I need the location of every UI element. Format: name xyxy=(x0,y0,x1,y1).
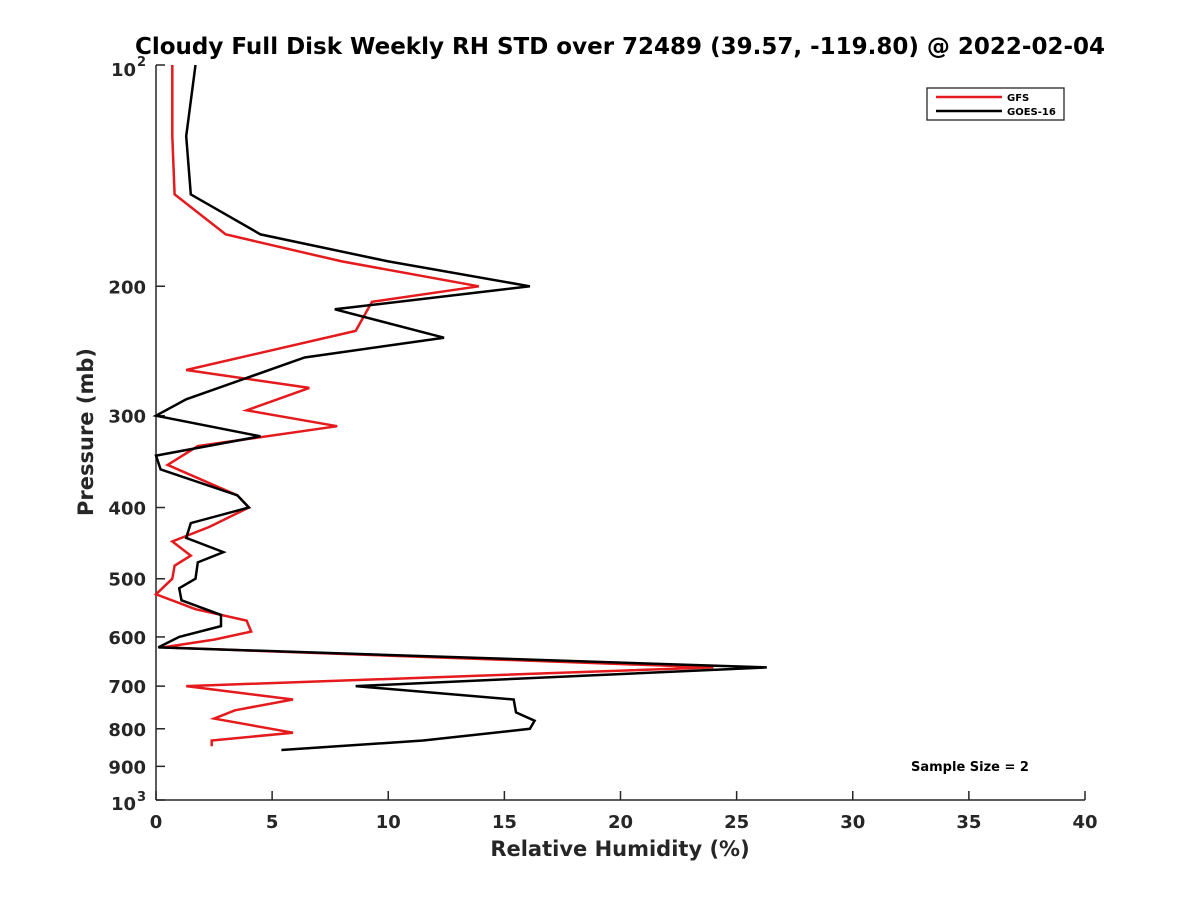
y-tick-label: 200 xyxy=(108,277,146,298)
series-line-gfs xyxy=(153,65,714,747)
y-tick-label: 500 xyxy=(108,570,146,591)
y-bottom-base: 10 xyxy=(111,794,136,815)
x-tick-label: 5 xyxy=(266,812,279,833)
y-top-base: 10 xyxy=(111,60,136,81)
y-tick-label: 400 xyxy=(108,499,146,520)
y-ticks: 200 300 400 500 600 700 800 900 xyxy=(108,64,165,801)
legend: GFS GOES-16 xyxy=(926,87,1065,121)
chart-title: Cloudy Full Disk Weekly RH STD over 7248… xyxy=(135,34,1105,60)
x-tick-label: 25 xyxy=(724,812,749,833)
x-tick-label: 0 xyxy=(150,812,163,833)
x-tick-label: 30 xyxy=(840,812,865,833)
x-axis-label: Relative Humidity (%) xyxy=(490,837,749,861)
x-ticks: 0 5 10 15 20 25 30 35 40 xyxy=(150,791,1098,833)
y-tick-label: 300 xyxy=(108,407,146,428)
x-tick-label: 15 xyxy=(492,812,517,833)
legend-label-gfs: GFS xyxy=(1007,93,1029,104)
x-tick-label: 35 xyxy=(956,812,981,833)
series-line-goes16 xyxy=(152,64,767,752)
y-tick-label-bottom: 10 3 xyxy=(111,790,146,815)
x-tick-label: 10 xyxy=(376,812,401,833)
y-tick-label-top: 10 2 xyxy=(111,55,146,81)
y-axis-label: Pressure (mb) xyxy=(74,348,98,516)
x-tick-label: 20 xyxy=(608,812,633,833)
y-tick-label: 600 xyxy=(108,628,146,649)
legend-box xyxy=(926,87,1065,121)
sample-size-annotation: Sample Size = 2 xyxy=(911,760,1029,775)
y-bottom-exponent: 3 xyxy=(137,790,146,805)
y-tick-label: 700 xyxy=(108,677,146,698)
y-top-exponent: 2 xyxy=(137,55,146,70)
x-tick-label: 40 xyxy=(1072,812,1097,833)
y-tick-label: 800 xyxy=(108,720,146,741)
y-tick-label: 900 xyxy=(108,757,146,778)
series-group xyxy=(152,64,767,752)
legend-label-goes16: GOES-16 xyxy=(1007,107,1056,118)
